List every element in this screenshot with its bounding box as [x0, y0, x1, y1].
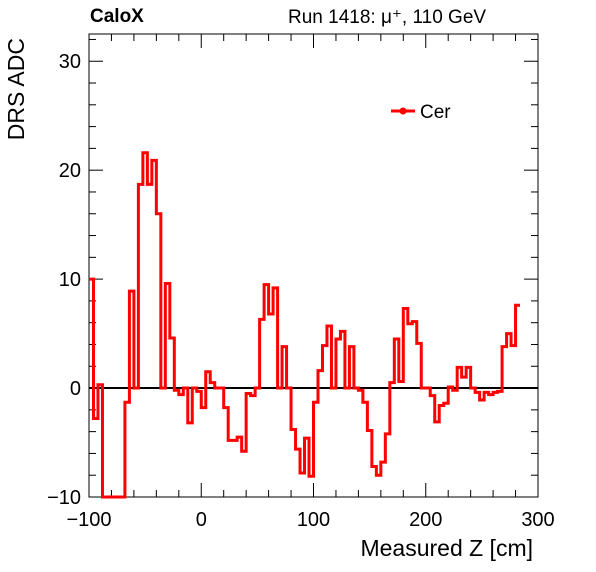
x-tick-label: 300: [521, 509, 554, 531]
experiment-label: CaloX: [90, 6, 144, 27]
series-line-cer: [89, 151, 521, 499]
legend-marker-icon: [399, 107, 407, 115]
y-tick-label: 20: [59, 160, 81, 182]
x-tick-label: 0: [196, 509, 207, 531]
y-tick-label: 10: [59, 269, 81, 291]
legend: Cer: [391, 102, 451, 123]
y-tick-label: 0: [70, 378, 81, 400]
x-axis-label: Measured Z [cm]: [360, 535, 533, 561]
y-tick-label: −10: [47, 487, 81, 509]
x-tick-label: −100: [66, 509, 111, 531]
y-tick-label: 30: [59, 51, 81, 73]
series-group: [89, 151, 521, 499]
x-tick-label: 200: [409, 509, 442, 531]
x-tick-label: 100: [297, 509, 330, 531]
legend-label: Cer: [420, 102, 451, 123]
axis-ticks: [88, 34, 539, 498]
run-info: Run 1418: μ⁺, 110 GeV: [288, 7, 487, 28]
y-axis-label: DRS ADC: [3, 38, 29, 140]
